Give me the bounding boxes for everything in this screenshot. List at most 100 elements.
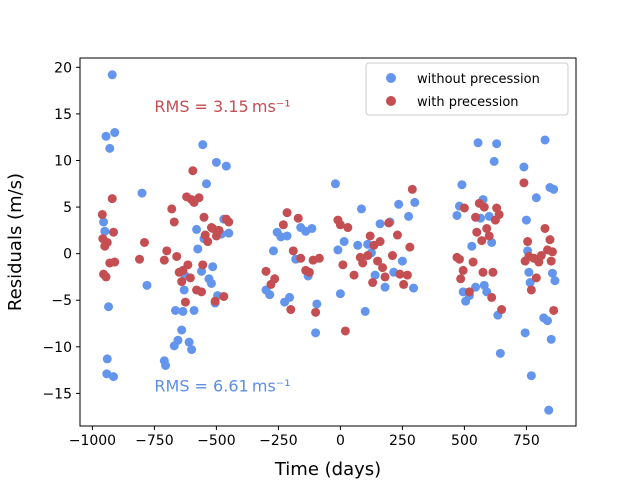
- data-point: [307, 223, 317, 233]
- data-point: [349, 270, 359, 280]
- data-point: [358, 258, 368, 268]
- data-point: [456, 274, 466, 284]
- data-point: [405, 242, 415, 252]
- x-axis: −1000 −750 −500 −250 0 250 500 750: [69, 426, 540, 449]
- data-point: [219, 292, 229, 302]
- data-point: [211, 157, 221, 167]
- x-tick-label: 500: [451, 433, 478, 449]
- x-tick-label: −750: [135, 433, 173, 449]
- data-point: [464, 287, 474, 297]
- data-point: [177, 325, 187, 335]
- data-point: [293, 213, 303, 223]
- data-point: [387, 251, 397, 261]
- data-point: [333, 245, 343, 255]
- data-point: [549, 305, 559, 315]
- data-point: [523, 237, 533, 247]
- data-point: [525, 278, 535, 288]
- data-point: [188, 166, 198, 176]
- data-point: [187, 345, 197, 355]
- data-point: [178, 306, 188, 316]
- data-point: [550, 276, 560, 286]
- x-tick-label: −250: [259, 433, 297, 449]
- data-point: [404, 211, 414, 221]
- data-point: [102, 354, 112, 364]
- data-point: [368, 278, 378, 288]
- data-point: [394, 199, 404, 209]
- x-tick-label: 750: [513, 433, 540, 449]
- data-point: [380, 272, 390, 282]
- data-point: [198, 260, 208, 270]
- data-point: [373, 256, 383, 266]
- data-point: [482, 223, 492, 233]
- data-point: [531, 193, 541, 203]
- data-point: [545, 235, 555, 245]
- data-point: [495, 348, 505, 358]
- data-point: [363, 251, 373, 261]
- data-point: [167, 204, 177, 214]
- data-point: [265, 290, 275, 300]
- legend-box: [365, 62, 569, 116]
- data-point: [210, 296, 220, 306]
- data-point: [478, 267, 488, 277]
- y-tick-label: 0: [63, 247, 72, 263]
- data-point: [285, 292, 295, 302]
- data-point: [536, 251, 546, 261]
- series-with-precession: [97, 166, 559, 336]
- data-point: [208, 262, 218, 272]
- data-point: [542, 316, 552, 326]
- data-point: [547, 268, 557, 278]
- data-point: [407, 184, 417, 194]
- data-point: [452, 210, 462, 220]
- data-point: [201, 179, 211, 189]
- rms-with-annotation: RMS = 3.15 ms⁻¹: [154, 97, 290, 116]
- data-point: [544, 405, 554, 415]
- data-point: [521, 215, 531, 225]
- data-point: [520, 328, 530, 338]
- data-point: [99, 217, 109, 227]
- data-point: [497, 305, 507, 315]
- data-point: [339, 237, 349, 247]
- data-point: [192, 224, 202, 234]
- data-point: [139, 237, 149, 247]
- data-point: [194, 193, 204, 203]
- data-point: [282, 208, 292, 218]
- data-point: [343, 223, 353, 233]
- x-tick-label: 250: [389, 433, 416, 449]
- x-tick-label: −1000: [69, 433, 116, 449]
- plot-area: [97, 70, 560, 415]
- data-point: [137, 188, 147, 198]
- data-point: [170, 305, 180, 315]
- y-axis-label: Residuals (m/s): [5, 173, 26, 311]
- data-point: [110, 128, 120, 138]
- data-point: [399, 279, 409, 289]
- y-tick-label: 5: [63, 200, 72, 216]
- data-point: [304, 267, 314, 277]
- data-point: [180, 297, 190, 307]
- data-point: [161, 360, 171, 370]
- data-point: [540, 223, 550, 233]
- data-point: [338, 260, 348, 270]
- data-point: [261, 266, 271, 276]
- data-point: [375, 219, 385, 229]
- data-point: [107, 70, 117, 80]
- data-point: [356, 204, 366, 214]
- legend-marker-without-precession: [386, 73, 396, 83]
- data-point: [314, 253, 324, 263]
- data-point: [102, 237, 112, 247]
- data-point: [531, 273, 541, 283]
- legend-marker-with-precession: [386, 96, 396, 106]
- data-point: [546, 256, 556, 266]
- data-point: [484, 231, 494, 241]
- data-point: [110, 257, 120, 267]
- data-point: [335, 220, 345, 230]
- data-point: [179, 285, 189, 295]
- data-point: [526, 371, 536, 381]
- x-tick-label: 0: [336, 433, 345, 449]
- data-point: [392, 230, 402, 240]
- data-point: [177, 277, 187, 287]
- data-point: [282, 231, 292, 241]
- data-point: [353, 240, 363, 250]
- data-point: [477, 236, 487, 246]
- data-point: [270, 274, 280, 284]
- data-point: [288, 246, 298, 256]
